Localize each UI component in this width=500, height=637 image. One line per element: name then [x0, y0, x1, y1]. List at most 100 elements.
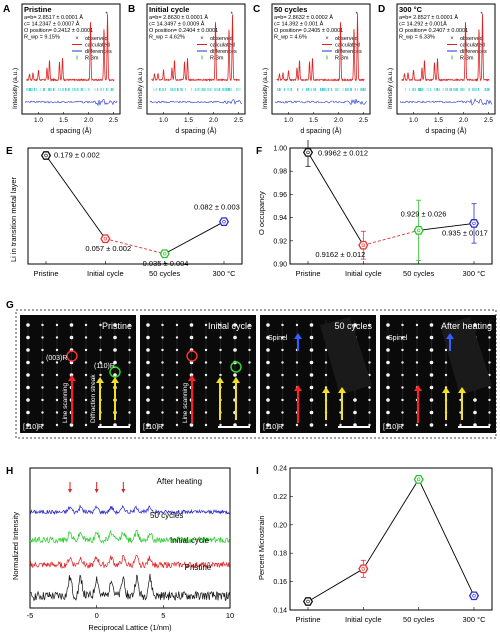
- data-point: [468, 219, 480, 228]
- legend-observed-marker: ×: [75, 36, 79, 42]
- r3m-ticks: [26, 88, 114, 91]
- spinel-label: Spinel: [268, 335, 288, 342]
- data-label: 0.035 ± 0.004: [143, 259, 189, 268]
- connector-line: [418, 222, 475, 231]
- legend-label: observed: [460, 36, 483, 42]
- panel-letter: A: [3, 4, 10, 15]
- data-point: [100, 234, 111, 244]
- x-tick-label: 300 °C: [462, 615, 486, 624]
- data-point-inner: [306, 599, 310, 604]
- data-label: 0.179 ± 0.002: [54, 151, 100, 160]
- panel-h-chart: H Normalized Intensity Reciprocal Lattic…: [6, 466, 234, 632]
- panel-g-diffraction: G Pristine [110]R (003)R (110)R Line scannin…: [6, 300, 497, 439]
- legend-label: R-3m: [85, 56, 99, 62]
- data-point-inner: [162, 252, 167, 256]
- refinement-ylabel: Intensity (a.u.): [387, 68, 394, 109]
- refinement-xlabel: d spacing (Å): [175, 126, 216, 135]
- streak-arrow-head: [442, 387, 450, 393]
- data-point-inner: [416, 228, 421, 233]
- refinement-info-line: O position= 0.2404 ± 0.0001: [149, 28, 218, 34]
- legend-label: R-3m: [460, 56, 474, 62]
- legend-observed-marker: ×: [200, 36, 204, 42]
- panel-h-letter: H: [6, 466, 13, 477]
- calculated-series: [151, 14, 240, 82]
- x-tick-label: Initial cycle: [345, 269, 382, 278]
- connector-line: [307, 568, 364, 602]
- data-label: 0.929 ± 0.026: [401, 209, 447, 218]
- series-label: After heating: [157, 477, 202, 486]
- circle-110: [230, 361, 242, 373]
- legend-label: differences: [210, 49, 237, 55]
- data-point: [468, 591, 480, 601]
- panel-i-letter: I: [256, 466, 259, 477]
- refinement-title: 50 cycles: [274, 5, 307, 14]
- refinement-frame: [396, 3, 496, 115]
- line-scan-arrow-head: [414, 385, 422, 391]
- legend-observed-marker: ×: [450, 36, 454, 42]
- panel-e-frame: [27, 147, 243, 265]
- zone-axis-label: [110]R: [383, 424, 403, 431]
- x-tick-label: 1.0: [284, 117, 293, 124]
- streak-arrow-head: [338, 387, 346, 393]
- legend-label: calculated: [460, 43, 485, 49]
- x-tick-label: 1.5: [309, 117, 318, 124]
- data-point: [159, 249, 170, 259]
- data-point: [40, 151, 52, 160]
- profile-series: [29, 504, 231, 516]
- legend-label: observed: [210, 36, 233, 42]
- x-tick-label: 1.0: [34, 117, 43, 124]
- peak-marker-head: [121, 489, 126, 493]
- panel-e-letter: E: [6, 146, 13, 157]
- refinement-info-line: R_wp = 4.62%: [149, 35, 185, 41]
- y-tick-label: 1.00: [273, 146, 287, 153]
- refinement-info-line: c= 14.392 ± 0.001 Å: [274, 21, 324, 28]
- data-point: [302, 148, 314, 157]
- data-label: 0.9162 ± 0.012: [315, 250, 365, 259]
- y-tick-label: 0.96: [273, 192, 287, 199]
- panel-g-letter: G: [6, 300, 14, 311]
- peak-asterisk: *: [356, 12, 359, 18]
- legend-label: R-3m: [335, 56, 349, 62]
- x-tick-label: Initial cycle: [87, 269, 124, 278]
- y-tick-label: 0.22: [273, 494, 287, 501]
- profile-series: [29, 573, 231, 602]
- x-tick-label: 5: [161, 611, 165, 620]
- refinement-info-line: c= 14.2347 ± 0.0007 Å: [24, 21, 80, 28]
- refinement-frame: [21, 3, 121, 115]
- x-tick-label: 2.5: [484, 117, 493, 124]
- panel-h-frame: [29, 467, 231, 609]
- x-tick-label: 1.5: [184, 117, 193, 124]
- x-tick-label: 2.0: [209, 117, 218, 124]
- panel-h-xlabel: Reciprocal Lattice (1/nm): [88, 623, 172, 632]
- refinement-info-line: O position= 0.2407 ± 0.0001: [399, 28, 468, 34]
- refinement-info-line: O position= 0.2412 ± 0.0001: [24, 28, 93, 34]
- y-tick-label: 0.98: [273, 169, 287, 176]
- panel-f-ylabel: O occupancy: [257, 191, 266, 235]
- panel-letter: B: [128, 4, 135, 15]
- saed-image-2: Initial cycle [110]R Line scanning: [140, 315, 256, 433]
- line-scan-arrow-head: [294, 385, 302, 391]
- refinement-title: Initial cycle: [149, 5, 189, 14]
- r3m-ticks: [153, 88, 241, 91]
- saed-title: Initial cycle: [208, 321, 252, 331]
- y-tick-label: 0.14: [273, 608, 287, 615]
- refinement-frame: [146, 3, 246, 115]
- profile-series: [29, 529, 231, 545]
- streak-arrow-head: [322, 387, 330, 393]
- data-point-inner: [306, 150, 310, 155]
- refinement-info-line: O position= 0.2405 ± 0.0001: [274, 28, 343, 34]
- spinel-label: Spinel: [388, 335, 408, 342]
- legend-label: observed: [335, 36, 358, 42]
- x-tick-label: 1.0: [159, 117, 168, 124]
- data-point-inner: [361, 567, 366, 571]
- saed-background: [140, 315, 256, 433]
- panel-i-frame: [289, 467, 493, 611]
- x-tick-label: Pristine: [295, 269, 320, 278]
- legend-label: calculated: [335, 43, 360, 49]
- line-scan-arrow-head: [68, 375, 76, 381]
- panel-h-ylabel: Normalized Intensity: [11, 512, 20, 580]
- connector-line: [418, 479, 475, 596]
- x-tick-label: 50 cycles: [149, 269, 181, 278]
